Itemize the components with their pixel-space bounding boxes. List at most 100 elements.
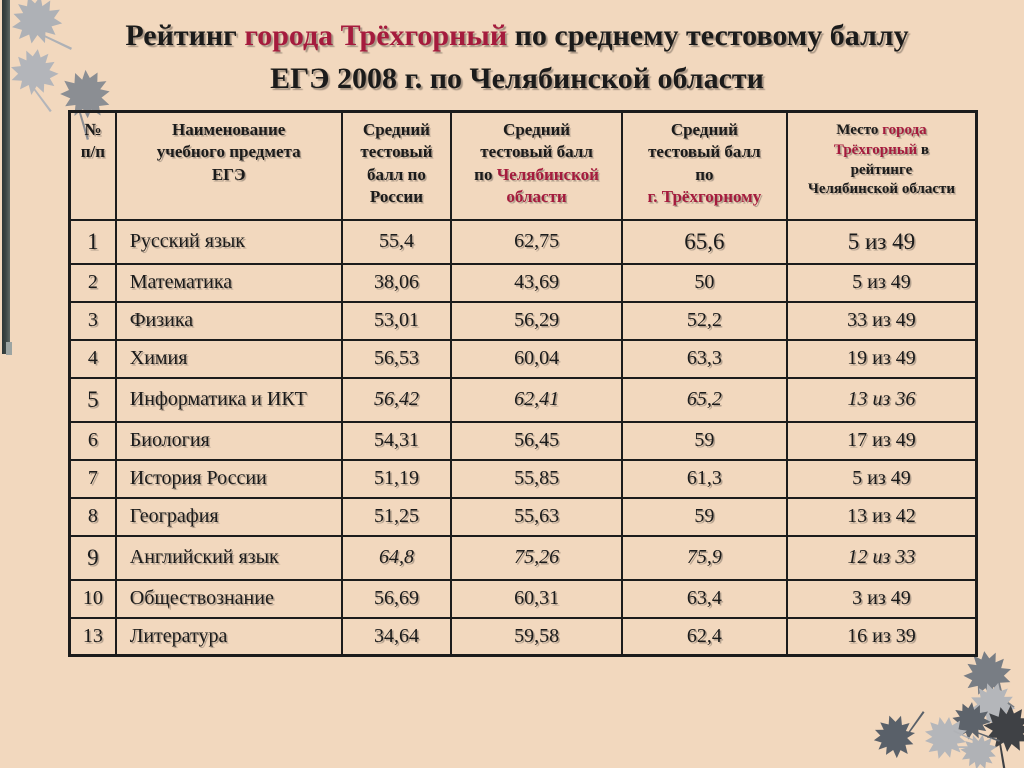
cell-russia: 51,25 [340,496,453,537]
cell-region: 55,63 [450,496,623,537]
cell-russia: 38,06 [340,262,453,303]
cell-rank: 5 из 49 [785,218,978,265]
header-text-part: в рейтинге Челябинской области [807,141,956,198]
header-text-part: Средний тестовый балл по России [360,120,433,207]
cell-city: 75,9 [620,534,788,581]
slide-title-line-2: ЕГЭ 2008 г. по Челябинской области [270,62,764,95]
header-text-part: Средний тестовый балл по [474,120,593,184]
cell-rank: 5 из 49 [785,458,978,499]
cell-subject: История России [114,458,343,499]
title-text-city-highlight: города Трёхгорный [244,19,508,52]
cell-num: 4 [68,338,117,379]
cell-num: 3 [68,300,117,341]
maple-leaves-bottom-right-icon [870,647,1024,768]
cell-num: 10 [68,578,117,619]
cell-city: 63,3 [620,338,788,379]
title-text: по среднему тестовому баллу [507,19,909,52]
cell-russia: 51,19 [340,458,453,499]
cell-city: 65,2 [620,376,788,423]
cell-russia: 34,64 [340,616,453,657]
cell-rank: 5 из 49 [785,262,978,303]
ege-rating-table: № п/п Наименование учебного предмета ЕГЭ С… [68,110,978,657]
table-row: 8 География 51,25 55,63 59 13 из 42 [68,496,978,537]
header-text-part: Средний тестовый балл по [648,120,761,184]
table-row: 3 Физика 53,01 56,29 52,2 33 из 49 [68,300,978,341]
cell-region: 59,58 [450,616,623,657]
cell-rank: 19 из 49 [785,338,978,379]
cell-russia: 64,8 [340,534,453,581]
cell-num: 1 [68,218,117,265]
cell-subject: Английский язык [114,534,343,581]
cell-num: 7 [68,458,117,499]
cell-rank: 17 из 49 [785,420,978,461]
table-row: 1 Русский язык 55,4 62,75 65,6 5 из 49 [68,218,978,265]
cell-region: 60,31 [450,578,623,619]
cell-subject: Литература [114,616,343,657]
header-text-part: г. Трёхгорному [647,187,762,207]
cell-subject: География [114,496,343,537]
header-text-part: № п/п [80,120,106,162]
cell-subject: Обществознание [114,578,343,619]
left-edge-bar [2,0,10,354]
cell-city: 59 [620,496,788,537]
cell-region: 56,29 [450,300,623,341]
cell-city: 59 [620,420,788,461]
cell-russia: 56,42 [340,376,453,423]
cell-subject: Биология [114,420,343,461]
cell-rank: 33 из 49 [785,300,978,341]
cell-russia: 55,4 [340,218,453,265]
table-row: 4 Химия 56,53 60,04 63,3 19 из 49 [68,338,978,379]
header-text-part: Место [836,122,883,138]
column-header-subject: Наименование учебного предмета ЕГЭ [114,110,343,221]
slide-title: Рейтинг города Трёхгорный по среднему те… [40,14,994,100]
column-header-rank: Место города Трёхгорный в рейтинге Челяб… [785,110,978,221]
cell-russia: 54,31 [340,420,453,461]
cell-city: 52,2 [620,300,788,341]
title-text: Рейтинг [125,19,245,52]
header-text-part: Наименование учебного предмета ЕГЭ [156,120,301,184]
cell-region: 56,45 [450,420,623,461]
column-header-number: № п/п [68,110,117,221]
cell-num: 8 [68,496,117,537]
cell-region: 60,04 [450,338,623,379]
cell-rank: 12 из 33 [785,534,978,581]
table-row: 10 Обществознание 56,69 60,31 63,4 3 из 49 [68,578,978,619]
cell-russia: 56,53 [340,338,453,379]
cell-rank: 16 из 39 [785,616,978,657]
cell-city: 62,4 [620,616,788,657]
slide-title-line-1: Рейтинг города Трёхгорный по среднему те… [40,14,994,57]
cell-num: 13 [68,616,117,657]
table-row: 13 Литература 34,64 59,58 62,4 16 из 39 [68,616,978,657]
cell-region: 75,26 [450,534,623,581]
table-body: 1 Русский язык 55,4 62,75 65,6 5 из 49 2 Матема… [68,218,978,657]
cell-num: 2 [68,262,117,303]
column-header-avg-region: Средний тестовый балл по Челябинской обл… [450,110,623,221]
table-row: 6 Биология 54,31 56,45 59 17 из 49 [68,420,978,461]
cell-region: 62,41 [450,376,623,423]
cell-subject: Физика [114,300,343,341]
cell-num: 5 [68,376,117,423]
cell-region: 62,75 [450,218,623,265]
table-row: 7 История России 51,19 55,85 61,3 5 из 49 [68,458,978,499]
table-row: 9 Английский язык 64,8 75,26 75,9 12 из 33 [68,534,978,581]
left-edge-bar-end [6,342,12,355]
table-row: 5 Информатика и ИКТ 56,42 62,41 65,2 13 из 36 [68,376,978,423]
cell-russia: 56,69 [340,578,453,619]
cell-subject: Русский язык [114,218,343,265]
cell-city: 65,6 [620,218,788,265]
cell-subject: Информатика и ИКТ [114,376,343,423]
cell-city: 61,3 [620,458,788,499]
cell-city: 50 [620,262,788,303]
cell-region: 43,69 [450,262,623,303]
column-header-avg-city: Средний тестовый балл по г. Трёхгорному [620,110,788,221]
cell-region: 55,85 [450,458,623,499]
cell-subject: Математика [114,262,343,303]
column-header-avg-russia: Средний тестовый балл по России [340,110,453,221]
cell-russia: 53,01 [340,300,453,341]
cell-rank: 13 из 42 [785,496,978,537]
cell-city: 63,4 [620,578,788,619]
table-row: 2 Математика 38,06 43,69 50 5 из 49 [68,262,978,303]
cell-num: 6 [68,420,117,461]
table-header-row: № п/п Наименование учебного предмета ЕГЭ С… [68,110,978,221]
cell-rank: 3 из 49 [785,578,978,619]
